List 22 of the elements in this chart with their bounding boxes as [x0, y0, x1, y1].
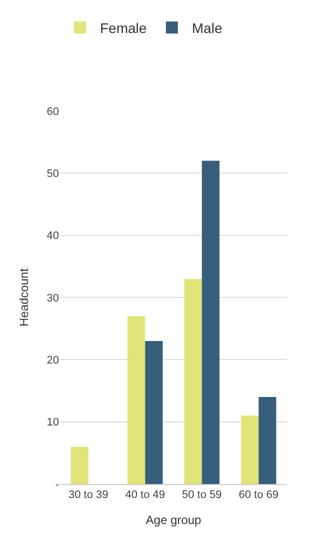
bar	[70, 446, 88, 484]
legend-label: Female	[100, 20, 147, 36]
bar	[258, 396, 276, 484]
y-tick-label: 50	[46, 168, 59, 180]
bar	[202, 160, 220, 484]
y-tick-label: 60	[46, 106, 59, 118]
y-tick-label: 40	[46, 230, 59, 242]
bar	[128, 316, 146, 484]
x-tick-label: 30 to 39	[68, 489, 108, 502]
x-tick-label: 40 to 49	[125, 489, 166, 502]
y-tick-label: 20	[46, 354, 59, 367]
x-tick-label: 50 to 59	[182, 489, 222, 502]
x-tick-label: 60 to 69	[238, 489, 279, 502]
x-axis-title: Age group	[146, 513, 202, 528]
y-axis-title: Headcount	[17, 268, 32, 327]
y-tick-label: 30	[46, 292, 59, 304]
bar	[184, 278, 202, 484]
y-tick-label: 10	[46, 416, 59, 429]
y-tick-label: -	[55, 478, 60, 491]
bar	[241, 416, 259, 484]
bar	[145, 341, 163, 484]
legend-label: Male	[192, 20, 222, 36]
